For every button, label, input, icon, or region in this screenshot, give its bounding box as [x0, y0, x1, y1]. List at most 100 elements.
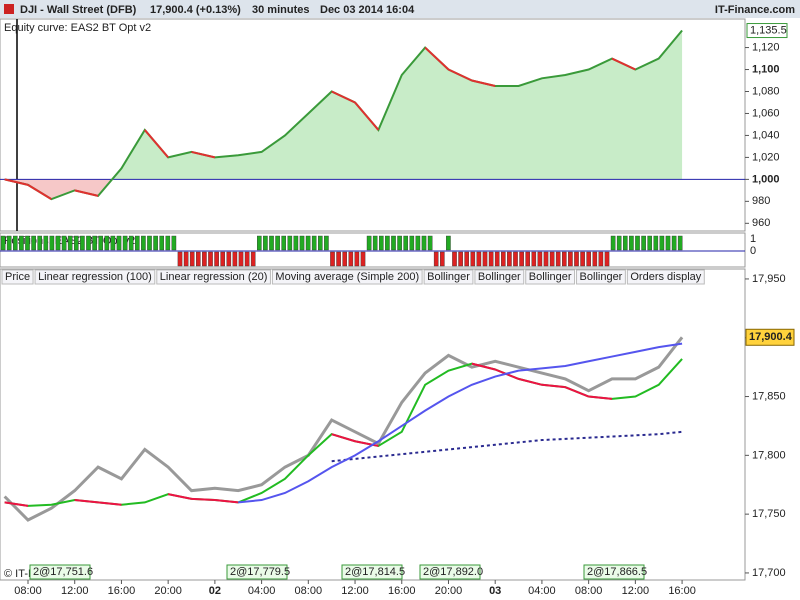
order-label: 2@17,814.5: [345, 566, 405, 578]
series-line: [238, 342, 683, 504]
position-bar: [226, 251, 232, 267]
position-bar: [116, 235, 122, 251]
last-value-box: [745, 328, 795, 346]
equity-down-segment: [424, 46, 450, 71]
position-bar: [147, 235, 152, 251]
tab[interactable]: Bollinger: [474, 269, 525, 285]
position-bar: [12, 235, 18, 251]
y-tick-label: 980: [752, 195, 770, 207]
position-bar: [55, 235, 61, 251]
last-value: 1,135.5: [750, 24, 787, 36]
position-bar: [134, 235, 140, 251]
series-line: [3, 336, 684, 522]
series-down-segment: [541, 383, 566, 389]
position-bar: [513, 251, 518, 267]
position-bar: [555, 251, 561, 267]
tab-label: Linear regression (20): [160, 271, 268, 283]
position-bar: [385, 235, 390, 251]
x-tick-label: 08:00: [575, 585, 603, 597]
position-bar: [330, 251, 335, 267]
position-bar: [275, 235, 280, 251]
y-tick-label: 17,850: [752, 390, 786, 402]
brand: IT-Finance.com: [715, 4, 795, 16]
position-bar: [165, 235, 171, 251]
series-down-segment: [74, 499, 99, 504]
position-bar: [562, 251, 567, 267]
position-bar: [183, 251, 189, 267]
position-bar: [61, 235, 67, 251]
position-bar: [0, 235, 6, 251]
position-bar: [141, 235, 146, 251]
position-bar: [537, 251, 543, 267]
position-bar: [342, 251, 348, 267]
position-bar: [519, 251, 524, 267]
position-bar: [189, 251, 195, 267]
tab-box: [156, 269, 271, 285]
x-tick-label: 02: [209, 585, 221, 597]
tab[interactable]: Bollinger: [525, 269, 576, 285]
order-box: [226, 564, 288, 580]
position-bar: [659, 235, 665, 251]
tab-label: Orders display: [630, 271, 701, 283]
position-bar: [263, 235, 268, 251]
x-tick-label: 12:00: [622, 585, 650, 597]
position-bar: [195, 251, 201, 267]
tab-label: Linear regression (100): [38, 271, 152, 283]
tab-box: [576, 269, 626, 285]
equity-down-segment: [611, 57, 636, 71]
order-label: 2@17,892.0: [423, 566, 483, 578]
tab-box: [1, 269, 34, 285]
position-bar: [476, 251, 482, 267]
position-bar: [616, 235, 622, 251]
x-tick-label: 08:00: [295, 585, 323, 597]
position-bar: [104, 235, 110, 251]
tab[interactable]: Bollinger: [423, 269, 474, 285]
series-down-segment: [471, 362, 496, 371]
series-down-segment: [167, 493, 192, 500]
position-bar: [86, 235, 91, 251]
position-bar: [586, 251, 591, 267]
y-tick-label: 1,100: [752, 63, 780, 75]
tab[interactable]: Price: [1, 269, 34, 285]
position-bar: [543, 251, 549, 267]
position-bar: [507, 251, 512, 267]
y-tick-label: 1: [750, 233, 756, 245]
position-bar: [287, 235, 293, 251]
instrument: DJI - Wall Street (DFB): [20, 4, 137, 16]
position-bar: [25, 235, 30, 251]
position-bar: [153, 235, 158, 251]
tab[interactable]: Orders display: [626, 269, 705, 285]
header-bar: [0, 0, 800, 18]
position-bar: [232, 251, 238, 267]
x-tick-label: 16:00: [108, 585, 136, 597]
tab[interactable]: Bollinger: [576, 269, 626, 285]
tab-box: [271, 269, 423, 285]
position-bar: [464, 251, 470, 267]
position-bar: [452, 251, 457, 267]
date: Dec 03 2014 16:04: [320, 4, 415, 16]
position-bar: [366, 235, 372, 251]
position-bar: [421, 235, 427, 251]
y-tick-label: 1,120: [752, 41, 780, 53]
position-bar: [470, 251, 476, 267]
tab[interactable]: Linear regression (20): [156, 269, 271, 285]
tab-label: Bollinger: [529, 271, 572, 283]
position-bar: [379, 235, 384, 251]
position-bar: [372, 235, 378, 251]
tab[interactable]: Moving average (Simple 200): [271, 269, 423, 285]
position-bar: [671, 235, 677, 251]
position-bar: [336, 251, 341, 267]
order-box: [29, 564, 91, 580]
x-tick-label: 03: [489, 585, 501, 597]
order-box: [419, 564, 481, 580]
last-value-box: [746, 23, 788, 39]
position-bar: [80, 235, 85, 251]
tab-label: Moving average (Simple 200): [275, 271, 419, 283]
position-bar: [220, 251, 226, 267]
series-down-segment: [331, 433, 356, 443]
tab[interactable]: Linear regression (100): [34, 269, 156, 285]
position-bar: [293, 235, 299, 251]
position-bar: [574, 251, 579, 267]
series-down-segment: [214, 499, 239, 504]
